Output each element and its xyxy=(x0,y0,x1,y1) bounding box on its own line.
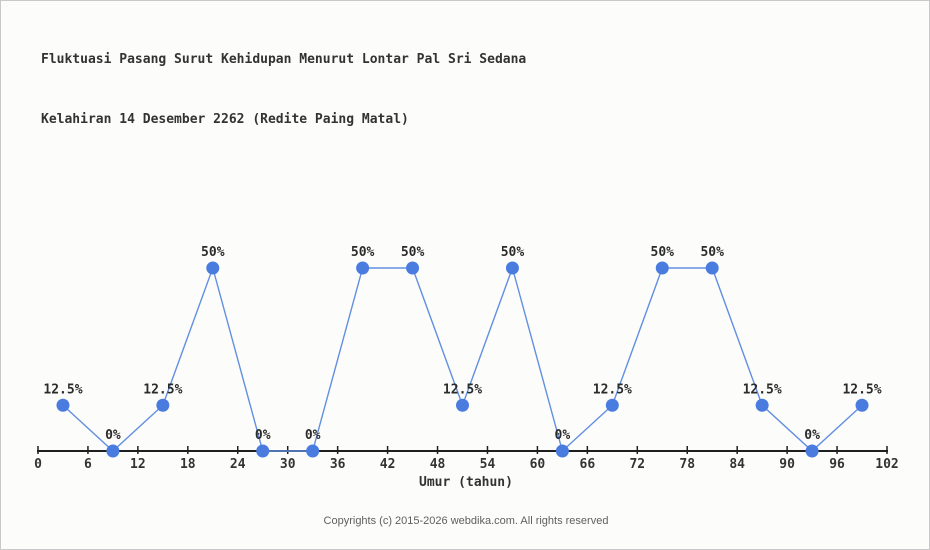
data-point-label: 0% xyxy=(105,428,121,443)
x-axis-tick-label: 90 xyxy=(779,457,795,472)
data-point xyxy=(56,398,70,412)
data-point-label: 0% xyxy=(305,428,321,443)
data-point xyxy=(655,261,669,275)
data-point xyxy=(206,261,220,275)
x-axis-tick-label: 84 xyxy=(729,457,745,472)
x-axis-tick-label: 24 xyxy=(230,457,246,472)
x-axis-tick-label: 18 xyxy=(180,457,196,472)
data-point-label: 12.5% xyxy=(143,382,182,397)
data-point-label: 0% xyxy=(804,428,820,443)
x-axis-tick-label: 30 xyxy=(280,457,296,472)
x-axis-tick-label: 0 xyxy=(34,457,42,472)
data-point xyxy=(406,261,420,275)
data-line xyxy=(62,265,863,453)
data-point xyxy=(605,398,619,412)
chart-title-line2: Kelahiran 14 Desember 2262 (Redite Paing… xyxy=(41,112,409,127)
data-point-label: 50% xyxy=(501,245,525,260)
x-axis-tick-label: 96 xyxy=(829,457,845,472)
x-axis-tick-label: 102 xyxy=(875,457,898,472)
data-point-label: 0% xyxy=(255,428,271,443)
data-point-label: 50% xyxy=(651,245,675,260)
x-axis-tick-label: 6 xyxy=(84,457,92,472)
data-point xyxy=(456,398,469,412)
x-axis-tick-label: 36 xyxy=(330,457,346,472)
data-point xyxy=(356,261,370,275)
data-point xyxy=(705,261,719,275)
data-point-label: 12.5% xyxy=(443,382,482,397)
data-point-label: 12.5% xyxy=(43,382,82,397)
data-point xyxy=(256,444,270,458)
data-point-label: 12.5% xyxy=(593,382,632,397)
data-point-label: 0% xyxy=(555,428,571,443)
x-axis-tick-label: 60 xyxy=(530,457,546,472)
data-point-label: 50% xyxy=(700,245,724,260)
x-axis-tick-label: 66 xyxy=(580,457,596,472)
x-axis-tick-label: 78 xyxy=(679,457,695,472)
data-point xyxy=(805,444,819,458)
x-axis-tick-label: 12 xyxy=(130,457,146,472)
data-point xyxy=(106,444,120,458)
data-point-label: 50% xyxy=(201,245,225,260)
data-point xyxy=(755,398,769,412)
data-point-label: 12.5% xyxy=(743,382,782,397)
x-axis-label: Umur (tahun) xyxy=(419,475,513,490)
x-axis-tick-label: 42 xyxy=(380,457,396,472)
x-axis-tick-label: 72 xyxy=(629,457,645,472)
x-axis-tick-label: 48 xyxy=(430,457,446,472)
data-point xyxy=(306,444,320,458)
data-point-label: 50% xyxy=(401,245,425,260)
data-point xyxy=(555,444,569,458)
data-point-label: 50% xyxy=(351,245,375,260)
chart-title: Fluktuasi Pasang Surut Kehidupan Menurut… xyxy=(41,10,526,170)
x-axis-tick-label: 54 xyxy=(480,457,496,472)
data-point xyxy=(156,398,170,412)
copyright-text: Copyrights (c) 2015-2026 webdika.com. Al… xyxy=(323,515,609,527)
data-point xyxy=(505,261,519,275)
data-point-label: 12.5% xyxy=(842,382,881,397)
data-point xyxy=(855,398,869,412)
chart-title-line1: Fluktuasi Pasang Surut Kehidupan Menurut… xyxy=(41,52,527,67)
